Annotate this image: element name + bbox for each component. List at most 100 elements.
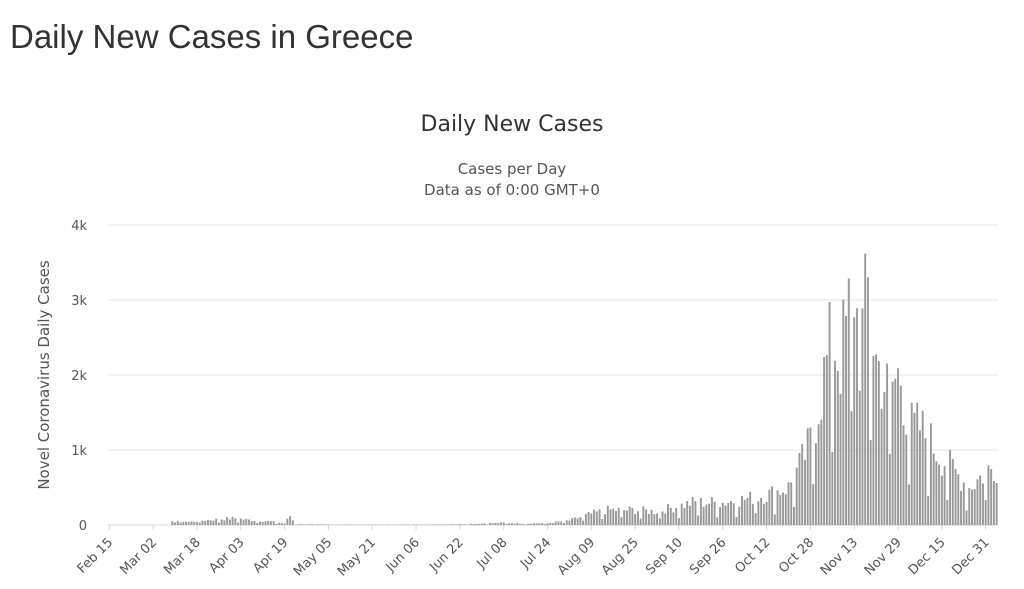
x-tick-label: Aug 25 bbox=[599, 535, 642, 578]
bar bbox=[505, 523, 508, 525]
x-tick-label: Dec 31 bbox=[949, 535, 992, 578]
bar bbox=[872, 356, 875, 525]
x-tick-label: Mar 02 bbox=[117, 535, 160, 578]
bar bbox=[502, 522, 505, 525]
bar bbox=[795, 467, 798, 526]
bar bbox=[724, 505, 727, 525]
bar bbox=[686, 501, 689, 525]
bar bbox=[705, 504, 708, 525]
bar bbox=[609, 509, 612, 525]
bar bbox=[762, 503, 765, 525]
bar bbox=[891, 381, 894, 525]
bar bbox=[845, 316, 847, 525]
bar bbox=[568, 520, 571, 525]
bar bbox=[201, 520, 204, 525]
bar bbox=[738, 506, 741, 526]
bar bbox=[316, 524, 319, 525]
bar bbox=[248, 519, 250, 525]
bar bbox=[278, 522, 281, 525]
bar bbox=[259, 521, 261, 526]
bar bbox=[461, 524, 464, 525]
bar bbox=[842, 299, 845, 526]
bar bbox=[212, 520, 215, 525]
bar bbox=[250, 521, 253, 525]
chart-data-date: Data as of 0:00 GMT+0 bbox=[424, 181, 600, 199]
x-tick-label: Oct 28 bbox=[776, 535, 817, 576]
bar bbox=[908, 484, 910, 525]
bar bbox=[751, 504, 754, 525]
bar bbox=[437, 524, 439, 525]
bar bbox=[688, 505, 691, 525]
bar bbox=[979, 475, 982, 525]
bar bbox=[453, 524, 456, 525]
bar bbox=[992, 481, 995, 525]
bar bbox=[856, 308, 858, 525]
bar bbox=[990, 469, 993, 525]
bar bbox=[289, 516, 292, 525]
bar bbox=[921, 410, 924, 525]
bar bbox=[894, 378, 897, 525]
bar bbox=[935, 461, 938, 525]
bar bbox=[305, 524, 308, 525]
bar bbox=[743, 499, 746, 526]
bar bbox=[877, 361, 880, 526]
bar bbox=[185, 521, 188, 525]
bar bbox=[631, 507, 634, 525]
bar bbox=[938, 464, 941, 525]
bar bbox=[757, 501, 760, 525]
bar bbox=[623, 510, 626, 525]
bar bbox=[552, 523, 554, 525]
bar bbox=[741, 495, 743, 525]
x-tick-label: May 21 bbox=[335, 535, 379, 579]
bar bbox=[910, 402, 913, 525]
bar bbox=[880, 408, 883, 525]
bar bbox=[554, 521, 557, 525]
bar bbox=[806, 428, 809, 525]
chart-title: Daily New Cases bbox=[420, 112, 604, 137]
x-tick-label: Sep 10 bbox=[643, 535, 686, 578]
bar bbox=[919, 430, 921, 525]
x-tick-label: Apr 19 bbox=[250, 535, 291, 576]
bar bbox=[954, 468, 957, 525]
x-tick-label: Jun 06 bbox=[383, 535, 423, 575]
bar bbox=[483, 523, 486, 525]
bar bbox=[814, 443, 817, 525]
bar bbox=[280, 523, 283, 526]
bar bbox=[812, 484, 815, 525]
bar bbox=[513, 523, 516, 525]
bar bbox=[606, 505, 609, 525]
bar bbox=[960, 490, 962, 525]
bar bbox=[297, 524, 300, 525]
bar bbox=[946, 499, 949, 526]
bar bbox=[949, 449, 952, 525]
bar bbox=[716, 517, 719, 525]
bar bbox=[535, 523, 538, 525]
bar bbox=[450, 524, 453, 525]
bar bbox=[620, 517, 623, 526]
bar bbox=[472, 524, 475, 525]
bar bbox=[924, 438, 927, 525]
bar bbox=[905, 434, 908, 525]
bar bbox=[595, 511, 598, 525]
bar bbox=[256, 522, 259, 525]
bar bbox=[869, 439, 872, 525]
bar bbox=[730, 501, 732, 525]
bar bbox=[308, 524, 311, 525]
bar bbox=[672, 512, 675, 525]
bar bbox=[524, 524, 527, 525]
bar bbox=[593, 509, 596, 526]
bar bbox=[839, 393, 842, 525]
bar bbox=[458, 524, 461, 525]
bar bbox=[669, 507, 672, 525]
bar bbox=[500, 522, 502, 525]
bar bbox=[239, 518, 242, 526]
bar bbox=[825, 355, 828, 525]
bar bbox=[541, 523, 544, 525]
bar bbox=[708, 503, 711, 526]
bar bbox=[538, 523, 541, 525]
bar bbox=[634, 514, 637, 525]
bar bbox=[968, 487, 971, 526]
bar bbox=[760, 498, 763, 525]
bar bbox=[962, 482, 965, 525]
bar bbox=[228, 519, 231, 525]
